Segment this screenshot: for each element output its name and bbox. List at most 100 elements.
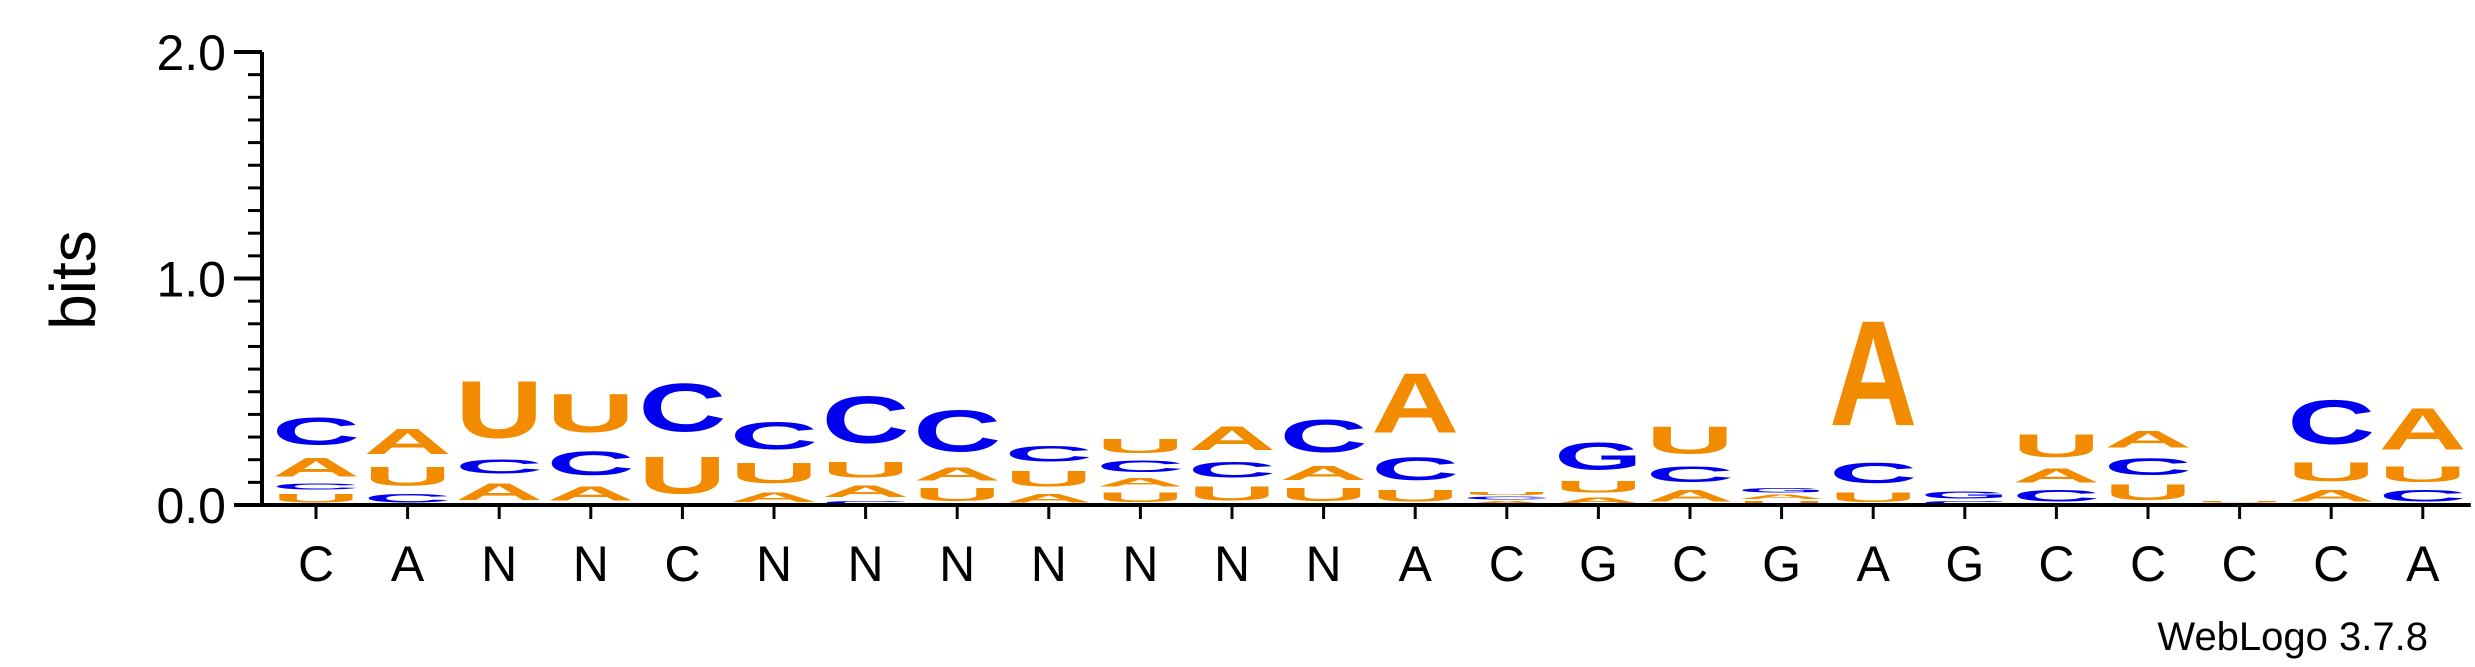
logo-letter-A: A: [2379, 396, 2467, 462]
logo-letter-U: U: [1554, 478, 1642, 496]
logo-letter-A: A: [1554, 496, 1642, 505]
logo-letter-C: C: [822, 500, 910, 505]
logo-letter-C: C: [913, 399, 1001, 465]
logo-letter-C: C: [1463, 496, 1551, 501]
position-label: N: [573, 536, 609, 592]
logo-letter-U: U: [730, 457, 818, 489]
logo-letter-A: A: [1371, 356, 1459, 451]
logo-letter-U: U: [638, 446, 726, 505]
logo-letter-C: C: [1371, 450, 1459, 486]
position-label: A: [1857, 536, 1891, 592]
logo-letter-C: C: [2287, 387, 2375, 458]
logo-letter-A: A: [272, 453, 360, 483]
logo-letter-U: U: [2104, 480, 2192, 505]
logo-letter-A: A: [1829, 289, 1917, 457]
logo-letter-C: C: [2379, 487, 2467, 505]
logo-glyphs: UCACCUAACUACUUCAUCCAUCUACAUCUACUUCAUACUC…: [272, 289, 2467, 505]
logo-letter-U: U: [1005, 466, 1093, 491]
y-axis: 0.0 1.0 2.0: [156, 25, 264, 534]
logo-letter-G: G: [1921, 489, 2009, 500]
logo-letter-C: C: [1829, 457, 1917, 489]
logo-letter-U: U: [1280, 485, 1368, 505]
logo-letter-A: A: [2104, 425, 2192, 452]
logo-letter-A: A: [1646, 487, 1734, 505]
y-tick-label: 2.0: [156, 25, 226, 81]
logo-letter-C: C: [1280, 409, 1368, 462]
logo-letter-A: A: [2012, 464, 2100, 487]
logo-letter-U: U: [1096, 435, 1184, 458]
position-label: A: [391, 536, 425, 592]
logo-letter-U: U: [1188, 482, 1276, 505]
logo-letter-U: U: [913, 485, 1001, 505]
position-label: N: [1122, 536, 1158, 592]
logo-letter-C: C: [822, 382, 910, 457]
logo-letter-U: U: [2379, 462, 2467, 487]
logo-letter-A: A: [2287, 487, 2375, 505]
logo-letter-C: C: [1921, 500, 2009, 505]
position-label: N: [1031, 536, 1067, 592]
logo-letter-C: C: [638, 368, 726, 445]
position-label: G: [1945, 536, 1984, 592]
logo-letter-A: A: [822, 482, 910, 500]
logo-letter-U: U: [1738, 500, 1826, 505]
logo-letter-A: A: [913, 464, 1001, 484]
position-label: N: [1306, 536, 1342, 592]
logo-letter-U: U: [272, 492, 360, 506]
logo-letter-C: C: [364, 492, 452, 506]
logo-letter-C: C: [455, 455, 543, 478]
position-label: C: [664, 536, 700, 592]
logo-letter-A: A: [547, 482, 635, 505]
position-label: N: [481, 536, 517, 592]
y-tick-label: 1.0: [156, 252, 226, 308]
logo-letter-C: C: [272, 410, 360, 453]
logo-letter-U: U: [1463, 491, 1551, 496]
y-axis-title: bits: [37, 230, 109, 330]
position-label: C: [2130, 536, 2166, 592]
position-label: A: [1399, 536, 1433, 592]
logo-letter-U: U: [1096, 489, 1184, 505]
logo-letter-U: U: [1646, 419, 1734, 462]
position-label: N: [848, 536, 884, 592]
logo-letter-G: G: [1554, 434, 1642, 477]
logo-letter-A: A: [1738, 494, 1826, 501]
position-label: C: [1489, 536, 1525, 592]
logo-letter-C: C: [1646, 462, 1734, 487]
logo-letter-A: A: [364, 422, 452, 463]
logo-letter-U: U: [2287, 457, 2375, 487]
logo-letter-U: U: [822, 457, 910, 482]
position-label: N: [939, 536, 975, 592]
logo-letter-A: A: [1280, 462, 1368, 485]
logo-letter-U: U: [455, 364, 543, 455]
logo-letter-C: C: [547, 444, 635, 483]
position-label: C: [298, 536, 334, 592]
logo-letter-U: U: [2196, 500, 2284, 502]
position-label: C: [2222, 536, 2258, 592]
logo-letter-A: A: [455, 478, 543, 505]
logo-letter-U: U: [1371, 487, 1459, 505]
logo-letter-A: A: [1463, 500, 1551, 505]
logo-letter-A: A: [730, 489, 818, 505]
position-label: C: [2313, 536, 2349, 592]
logo-letter-C: C: [272, 482, 360, 491]
logo-letter-U: U: [1829, 489, 1917, 505]
logo-letter-U: U: [547, 383, 635, 445]
position-label: G: [1579, 536, 1618, 592]
footer-credit: WebLogo 3.7.8: [2157, 615, 2428, 659]
logo-letter-U: U: [2012, 428, 2100, 464]
logo-letter-A: A: [1096, 476, 1184, 490]
logo-letter-C: C: [1005, 442, 1093, 467]
logo-letter-A: A: [1188, 419, 1276, 458]
position-label: C: [2038, 536, 2074, 592]
logo-letter-U: U: [364, 462, 452, 492]
logo-letter-C: C: [2012, 487, 2100, 505]
logo-letter-C: C: [1096, 457, 1184, 475]
y-tick-label: 0.0: [156, 478, 226, 534]
position-label: C: [1672, 536, 1708, 592]
position-label: G: [1762, 536, 1801, 592]
logo-letter-C: C: [1188, 457, 1276, 482]
logo-letter-A: A: [1005, 492, 1093, 506]
logo-letter-G: G: [1738, 487, 1826, 494]
position-label: N: [1214, 536, 1250, 592]
